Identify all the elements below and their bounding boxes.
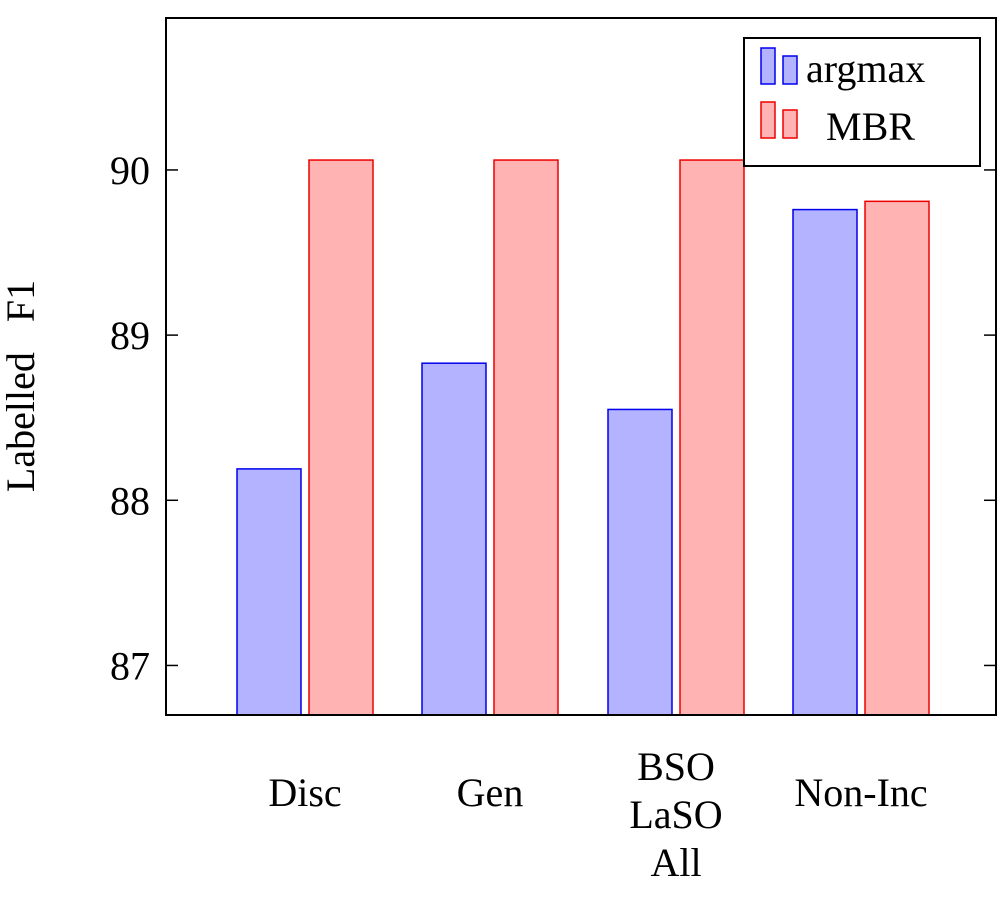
y-axis: 87 88 89 90 xyxy=(110,148,996,688)
bar-mbr-0 xyxy=(308,159,374,716)
x-category-line: Disc xyxy=(268,770,341,815)
x-axis-categories: Disc Gen BSO LaSO All Non-Inc xyxy=(268,744,927,885)
x-category-line: BSO xyxy=(637,744,715,789)
x-category-label: Disc xyxy=(268,770,341,815)
x-category-label: Non-Inc xyxy=(794,770,927,815)
x-category-line: LaSO xyxy=(629,792,722,837)
legend-swatch-argmax xyxy=(760,47,776,85)
legend-swatch-mbr xyxy=(782,109,798,139)
y-tick-label: 87 xyxy=(110,643,150,688)
bar-argmax-3 xyxy=(792,208,858,716)
x-category-line: All xyxy=(650,840,701,885)
bar-mbr-3 xyxy=(864,200,930,716)
bar-argmax-1 xyxy=(421,362,487,716)
y-tick-label: 90 xyxy=(110,148,150,193)
plot-frame xyxy=(165,17,997,716)
y-axis-title: Labelled F1 xyxy=(0,280,43,492)
x-category-label: BSO LaSO All xyxy=(629,744,722,885)
x-category-label: Gen xyxy=(457,770,524,815)
y-tick-label: 89 xyxy=(110,313,150,358)
legend-label-argmax: argmax xyxy=(806,46,925,91)
legend: argmax MBR xyxy=(743,37,981,167)
bar-mbr-1 xyxy=(493,159,559,716)
x-category-line: Gen xyxy=(457,770,524,815)
bar-mbr-2 xyxy=(679,159,745,716)
bar-argmax-2 xyxy=(607,408,673,716)
bar-argmax-0 xyxy=(236,468,302,716)
legend-swatch-mbr xyxy=(760,101,776,139)
y-tick-label: 88 xyxy=(110,478,150,523)
legend-label-mbr: MBR xyxy=(826,104,915,149)
legend-swatch-argmax xyxy=(782,55,798,85)
x-category-line: Non-Inc xyxy=(794,770,927,815)
bars-layer xyxy=(236,159,930,716)
